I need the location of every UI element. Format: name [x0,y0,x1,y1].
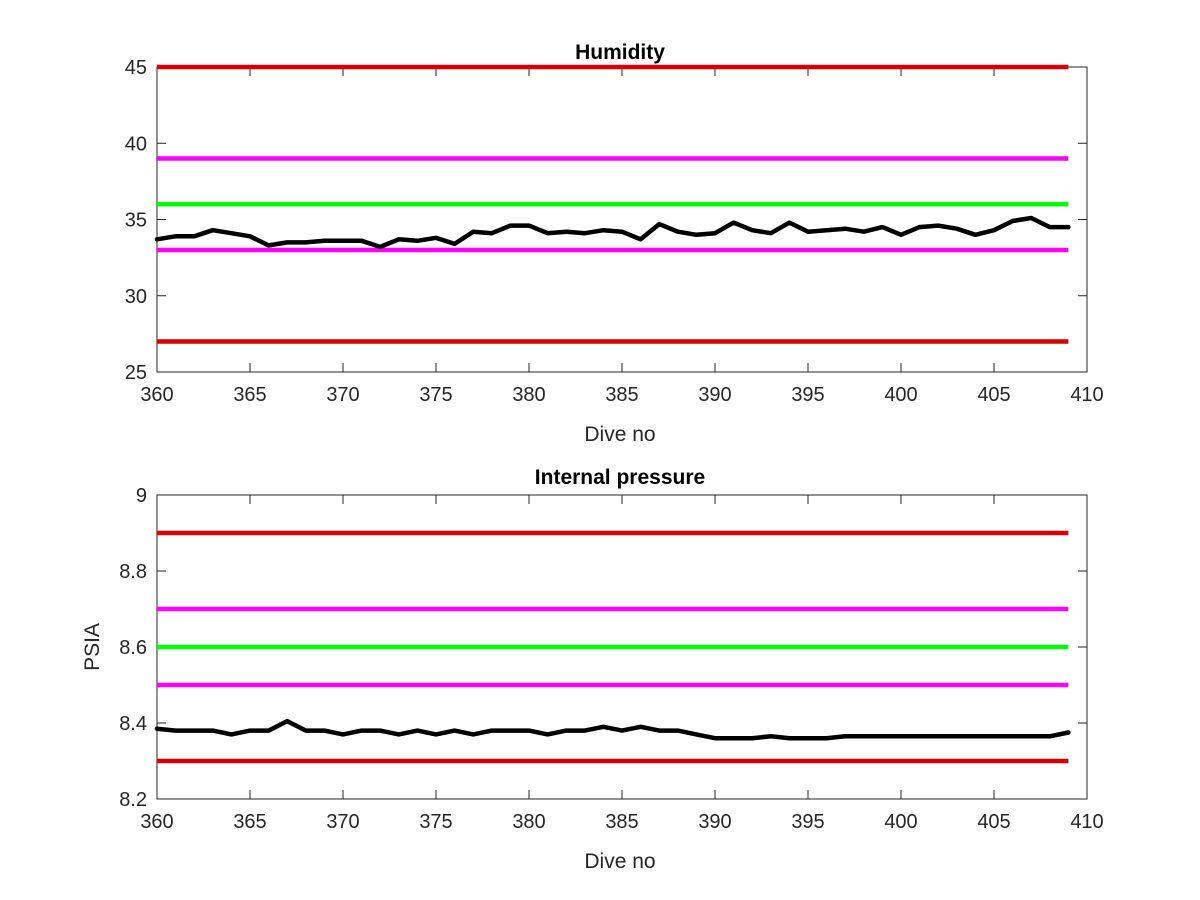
y-axis-label: PSIA [81,623,104,671]
x-tick-label: 365 [233,384,266,406]
y-tick-label: 45 [125,57,147,79]
x-tick-label: 395 [791,384,824,406]
y-tick-label: 40 [125,133,147,155]
y-tick-label: 35 [125,210,147,232]
chart-title: Humidity [575,41,665,64]
x-tick-label: 370 [326,384,359,406]
x-tick-label: 380 [512,811,545,833]
y-tick-label: 8.8 [119,561,147,583]
x-tick-label: 410 [1070,811,1103,833]
internal-pressure-panel: Internal pressure Dive no PSIA 360 365 370… [81,466,1104,873]
x-tick-label: 360 [140,384,173,406]
x-tick-label: 390 [698,384,731,406]
x-tick-label: 375 [419,811,452,833]
x-tick-label: 365 [233,811,266,833]
y-tick-label: 25 [125,362,147,384]
y-tick-label: 30 [125,286,147,308]
x-tick-label: 395 [791,811,824,833]
x-tick-label: 360 [140,811,173,833]
x-tick-label: 405 [977,811,1010,833]
y-tick-label: 8.2 [119,789,147,811]
x-tick-label: 370 [326,811,359,833]
y-tick-label: 8.6 [119,637,147,659]
series-line [154,718,1071,741]
series-line [154,215,1071,250]
y-tick-label: 9 [136,485,147,507]
humidity-panel: Humidity Dive no 360 365 370 375 380 385 390 39… [125,41,1104,446]
x-tick-label: 405 [977,384,1010,406]
x-tick-label: 400 [884,811,917,833]
x-tick-label: 385 [605,384,638,406]
x-tick-label: 385 [605,811,638,833]
x-tick-label: 410 [1070,384,1103,406]
plot-area [156,66,1088,373]
x-tick-label: 390 [698,811,731,833]
y-tick-label: 8.4 [119,713,147,735]
x-axis-label: Dive no [584,423,655,446]
chart-title: Internal pressure [535,466,705,489]
x-tick-label: 375 [419,384,452,406]
x-tick-label: 380 [512,384,545,406]
x-axis-label: Dive no [584,850,655,873]
x-tick-label: 400 [884,384,917,406]
